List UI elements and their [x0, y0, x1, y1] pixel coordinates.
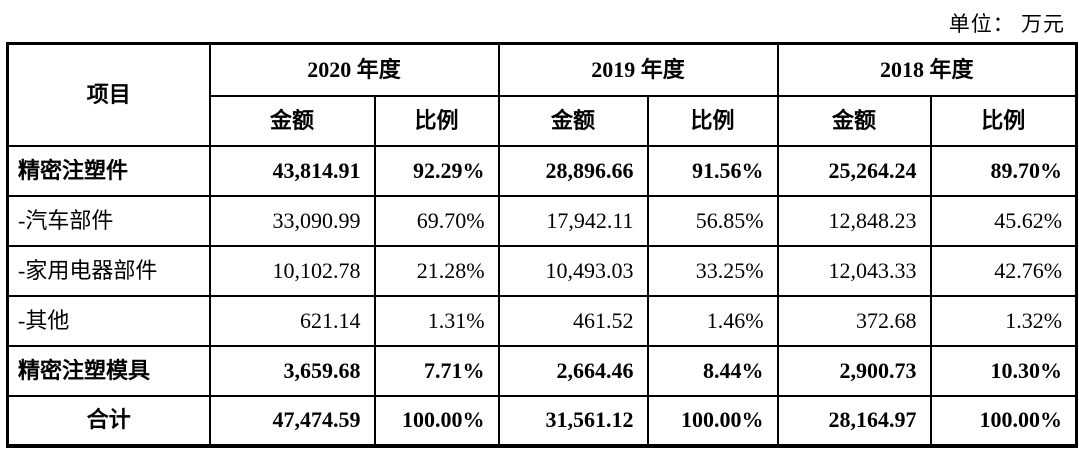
- amount-cell: 31,561.12: [497, 394, 649, 447]
- amount-cell: 25,264.24: [776, 144, 932, 197]
- row-label: -家用电器部件: [6, 244, 211, 297]
- amount-cell: 28,896.66: [497, 144, 649, 197]
- ratio-cell: 1.32%: [929, 294, 1078, 347]
- amount-cell: 10,493.03: [497, 244, 649, 297]
- column-header-item: 项目: [6, 42, 211, 147]
- ratio-cell: 100.00%: [929, 394, 1078, 447]
- ratio-cell: 100.00%: [373, 394, 500, 447]
- column-header-ratio-2020: 比例: [373, 94, 500, 147]
- amount-cell: 461.52: [497, 294, 649, 347]
- amount-cell: 372.68: [776, 294, 932, 347]
- ratio-cell: 56.85%: [646, 194, 779, 247]
- row-label: -汽车部件: [6, 194, 211, 247]
- table-row-precision-injection-parts: 精密注塑件 43,814.91 92.29% 28,896.66 91.56% …: [6, 144, 1078, 197]
- amount-cell: 47,474.59: [208, 394, 376, 447]
- column-header-year-2020: 2020 年度: [208, 42, 500, 97]
- header-row-subheaders: 金额 比例 金额 比例 金额 比例: [8, 94, 1078, 147]
- amount-cell: 12,043.33: [776, 244, 932, 297]
- table-row-precision-injection-molds: 精密注塑模具 3,659.68 7.71% 2,664.46 8.44% 2,9…: [6, 344, 1078, 397]
- amount-cell: 2,664.46: [497, 344, 649, 397]
- ratio-cell: 100.00%: [646, 394, 779, 447]
- column-header-amount-2019: 金额: [497, 94, 649, 147]
- amount-cell: 2,900.73: [776, 344, 932, 397]
- ratio-cell: 89.70%: [929, 144, 1078, 197]
- table-row-auto-parts: -汽车部件 33,090.99 69.70% 17,942.11 56.85% …: [6, 194, 1078, 247]
- ratio-cell: 33.25%: [646, 244, 779, 297]
- unit-label: 单位： 万元: [948, 12, 1065, 36]
- table-row-home-appliance-parts: -家用电器部件 10,102.78 21.28% 10,493.03 33.25…: [6, 244, 1078, 297]
- ratio-cell: 7.71%: [373, 344, 500, 397]
- ratio-cell: 42.76%: [929, 244, 1078, 297]
- ratio-cell: 21.28%: [373, 244, 500, 297]
- amount-cell: 12,848.23: [776, 194, 932, 247]
- amount-cell: 17,942.11: [497, 194, 649, 247]
- row-label: -其他: [6, 294, 211, 347]
- amount-cell: 33,090.99: [208, 194, 376, 247]
- ratio-cell: 92.29%: [373, 144, 500, 197]
- column-header-amount-2020: 金额: [208, 94, 376, 147]
- amount-cell: 3,659.68: [208, 344, 376, 397]
- amount-cell: 43,814.91: [208, 144, 376, 197]
- row-label: 合计: [6, 394, 211, 447]
- ratio-cell: 1.46%: [646, 294, 779, 347]
- column-header-year-2019: 2019 年度: [497, 42, 779, 97]
- column-header-year-2018: 2018 年度: [776, 42, 1078, 97]
- row-label: 精密注塑件: [6, 144, 211, 197]
- amount-cell: 621.14: [208, 294, 376, 347]
- ratio-cell: 1.31%: [373, 294, 500, 347]
- revenue-breakdown-table: 项目 2020 年度 2019 年度 2018 年度 金额 比例 金额 比例 金…: [6, 42, 1079, 448]
- row-label: 精密注塑模具: [6, 344, 211, 397]
- column-header-ratio-2018: 比例: [929, 94, 1078, 147]
- amount-cell: 28,164.97: [776, 394, 932, 447]
- table-row-other: -其他 621.14 1.31% 461.52 1.46% 372.68 1.3…: [6, 294, 1078, 347]
- ratio-cell: 69.70%: [373, 194, 500, 247]
- header-row-years: 项目 2020 年度 2019 年度 2018 年度: [6, 42, 1078, 147]
- amount-cell: 10,102.78: [208, 244, 376, 297]
- ratio-cell: 10.30%: [929, 344, 1078, 397]
- ratio-cell: 91.56%: [646, 144, 779, 197]
- table-row-total: 合计 47,474.59 100.00% 31,561.12 100.00% 2…: [6, 394, 1078, 447]
- column-header-amount-2018: 金额: [776, 94, 932, 147]
- column-header-ratio-2019: 比例: [646, 94, 779, 147]
- ratio-cell: 45.62%: [929, 194, 1078, 247]
- ratio-cell: 8.44%: [646, 344, 779, 397]
